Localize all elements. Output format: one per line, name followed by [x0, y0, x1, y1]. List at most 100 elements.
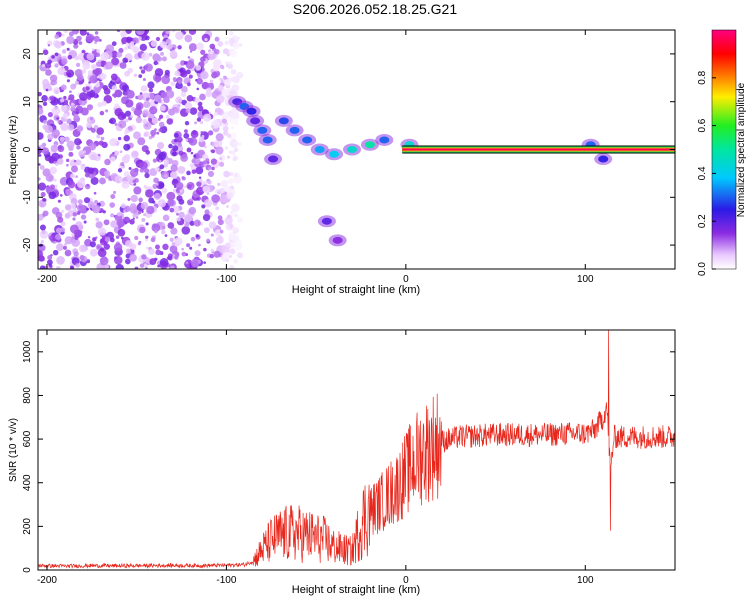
noise-speckle	[122, 84, 130, 92]
noise-speckle	[237, 217, 243, 223]
noise-speckle	[186, 147, 192, 153]
spectrogram-xtick-label: 100	[577, 274, 594, 285]
noise-speckle	[79, 230, 83, 234]
noise-speckle	[75, 175, 78, 178]
noise-speckle	[224, 78, 232, 86]
noise-speckle	[189, 74, 193, 78]
noise-speckle	[100, 73, 107, 80]
noise-speckle	[238, 142, 243, 146]
noise-speckle	[132, 213, 137, 218]
noise-speckle	[66, 35, 75, 45]
noise-speckle	[194, 250, 201, 257]
snr-ytick-label: 200	[22, 518, 33, 535]
noise-speckle	[210, 233, 214, 237]
signal-blob	[268, 155, 279, 163]
noise-speckle	[103, 219, 110, 226]
noise-speckle	[68, 94, 75, 101]
noise-speckle	[66, 163, 69, 167]
noise-speckle	[55, 162, 59, 167]
noise-speckle	[94, 200, 98, 204]
noise-speckle	[61, 49, 67, 54]
noise-speckle	[57, 216, 64, 223]
noise-speckle	[134, 266, 139, 269]
noise-speckle	[125, 30, 132, 34]
spectrogram-xtick-label: -200	[37, 274, 57, 285]
noise-speckle	[93, 85, 101, 93]
noise-speckle	[116, 51, 123, 58]
noise-speckle	[162, 243, 169, 251]
noise-speckle	[151, 117, 159, 125]
noise-speckle	[217, 215, 223, 221]
noise-speckle	[144, 63, 153, 72]
noise-speckle	[116, 30, 121, 33]
noise-speckle	[211, 194, 220, 203]
noise-speckle	[215, 146, 224, 155]
noise-speckle	[110, 73, 118, 81]
noise-speckle	[143, 132, 148, 137]
noise-speckle	[208, 221, 217, 229]
signal-blob	[257, 126, 268, 134]
noise-speckle	[42, 49, 49, 56]
noise-speckle	[231, 203, 240, 212]
noise-speckle	[159, 159, 162, 163]
noise-speckle	[224, 216, 233, 225]
noise-speckle	[219, 187, 225, 194]
noise-speckle	[96, 127, 105, 135]
noise-speckle	[75, 159, 82, 166]
spectrogram-xlabel: Height of straight line (km)	[292, 284, 420, 296]
noise-speckle	[158, 128, 162, 132]
noise-speckle	[234, 147, 239, 153]
noise-speckle	[196, 78, 203, 85]
noise-speckle	[79, 255, 85, 261]
noise-speckle	[129, 203, 137, 210]
noise-speckle	[196, 87, 200, 91]
noise-speckle	[157, 264, 161, 268]
noise-speckle	[198, 176, 202, 179]
noise-speckle	[216, 108, 224, 116]
noise-speckle	[143, 263, 148, 268]
noise-speckle	[184, 185, 187, 189]
noise-speckle	[76, 179, 86, 189]
noise-speckle	[215, 133, 224, 142]
noise-speckle	[120, 203, 126, 209]
noise-speckle	[41, 147, 50, 155]
noise-speckle	[59, 136, 65, 142]
noise-speckle	[119, 150, 123, 154]
noise-speckle	[152, 158, 157, 163]
noise-speckle	[131, 107, 136, 112]
noise-speckle	[64, 136, 70, 142]
noise-speckle	[229, 265, 235, 269]
noise-speckle	[92, 204, 101, 214]
noise-speckle	[74, 80, 80, 85]
noise-speckle	[142, 118, 148, 124]
noise-speckle	[82, 61, 91, 70]
noise-speckle	[69, 224, 79, 234]
noise-speckle	[49, 166, 57, 175]
noise-speckle	[168, 44, 173, 49]
noise-speckle	[176, 212, 179, 216]
noise-speckle	[103, 88, 111, 95]
noise-speckle	[147, 81, 155, 89]
noise-speckle	[137, 137, 146, 146]
noise-speckle	[186, 170, 191, 176]
noise-speckle	[63, 95, 67, 100]
noise-speckle	[224, 40, 229, 46]
noise-speckle	[67, 180, 76, 189]
noise-speckle	[88, 151, 98, 161]
noise-speckle	[47, 254, 53, 261]
noise-speckle	[234, 156, 238, 160]
noise-speckle	[71, 102, 74, 106]
noise-speckle	[226, 192, 234, 200]
noise-speckle	[206, 192, 210, 195]
noise-speckle	[113, 190, 117, 194]
noise-speckle	[60, 98, 65, 103]
noise-speckle	[229, 171, 234, 177]
noise-speckle	[183, 60, 188, 65]
noise-speckle	[219, 157, 223, 160]
noise-speckle	[55, 227, 62, 234]
noise-speckle	[158, 182, 165, 189]
noise-speckle	[139, 159, 142, 163]
noise-speckle	[221, 118, 228, 124]
